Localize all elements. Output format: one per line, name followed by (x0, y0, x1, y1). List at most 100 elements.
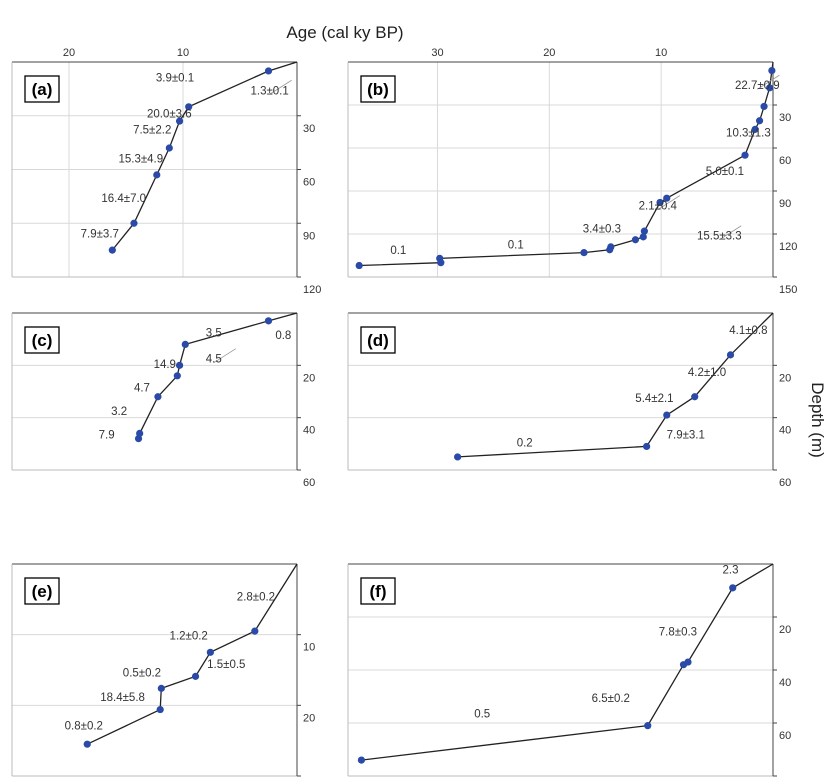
age-point (130, 219, 138, 227)
panel-label: (d) (367, 331, 389, 350)
rate-label: 7.9±3.1 (667, 430, 705, 442)
age-depth-line (361, 563, 774, 761)
rate-label: 0.1 (390, 245, 406, 257)
y-tick-label: 60 (779, 477, 791, 489)
rate-label: 7.9±3.7 (81, 229, 119, 241)
age-point (768, 67, 776, 75)
age-point (741, 151, 749, 159)
y-tick-label: 120 (303, 284, 321, 296)
rate-label: 2.3 (723, 564, 739, 576)
rate-label: 0.1 (508, 239, 524, 251)
rate-label: 14.9 (154, 359, 176, 371)
age-depth-line (111, 61, 298, 251)
age-depth-line (137, 312, 298, 439)
panel-c: 20 40 60 (c) 0.8 3.5 4.5 14.9 4.7 3.2 7.9 (11, 312, 315, 489)
age-point (729, 584, 737, 592)
rate-label: 4.5 (206, 354, 222, 366)
age-point (726, 351, 735, 359)
age-depth-line (457, 312, 774, 458)
rate-label: 1.2±0.2 (170, 631, 208, 643)
age-point (181, 340, 189, 348)
y-tick-label: 20 (303, 372, 315, 384)
rate-label: 0.8±0.2 (65, 720, 103, 732)
x-tick-label: 20 (63, 47, 75, 59)
panel-label: (f) (370, 582, 387, 601)
panel-b: 30 20 10 30 60 90 120 150 (b) 22.7±0.9 10.3±1.3 5.0… (347, 47, 797, 296)
age-point (83, 740, 91, 748)
age-point (206, 648, 214, 656)
age-point (639, 233, 647, 241)
rate-label: 22.7±0.9 (735, 80, 780, 92)
rate-label: 18.4±5.8 (100, 692, 145, 704)
rate-label: 3.4±0.3 (583, 224, 621, 236)
age-point (175, 361, 184, 369)
y-tick-label: 90 (779, 198, 791, 210)
rate-label: 7.8±0.3 (659, 627, 697, 639)
x-tick-label: 20 (543, 47, 555, 59)
rate-label: 0.5±0.2 (123, 667, 161, 679)
rate-label: 7.5±2.2 (133, 125, 171, 137)
age-point (357, 756, 366, 764)
y-tick-label: 10 (303, 642, 315, 654)
age-point (185, 103, 193, 111)
age-point (355, 261, 363, 270)
y-tick-label: 20 (303, 712, 315, 724)
y-tick-label: 60 (779, 730, 791, 742)
panel-label-box (24, 75, 60, 103)
age-point (751, 125, 759, 133)
age-point (191, 672, 200, 680)
y-axis-label: Depth (m) (808, 382, 827, 458)
rate-label: 10.3±1.3 (726, 128, 771, 140)
age-point (691, 393, 699, 401)
rate-label: 5.0±0.1 (706, 166, 744, 178)
rate-label: 3.2 (111, 406, 127, 418)
panel-label: (e) (32, 582, 53, 601)
panel-e: 102030(e)2.8±0.21.2±0.21.5±0.50.5±0.218.… (11, 563, 315, 777)
rate-label: 0.5 (474, 709, 490, 721)
panel-label-box (360, 75, 396, 103)
age-point (755, 117, 764, 125)
age-point (760, 102, 768, 111)
age-point (663, 194, 671, 202)
rate-label: 4.7 (134, 383, 150, 395)
rate-label: 20.0±3.6 (147, 109, 192, 121)
y-tick-label: 90 (303, 230, 315, 242)
panel-label-box (24, 577, 60, 605)
leader-line (757, 74, 780, 90)
age-point (264, 67, 273, 75)
y-tick-label: 60 (303, 477, 315, 489)
rate-label: 3.5 (206, 328, 222, 340)
rate-label: 7.9 (99, 430, 115, 442)
rate-label: 6.5±0.2 (592, 693, 630, 705)
age-point (631, 236, 640, 244)
age-point (606, 246, 614, 254)
rate-label: 1.5±0.5 (207, 659, 245, 671)
y-tick-label: 40 (779, 425, 791, 437)
age-point (156, 705, 164, 714)
age-point (454, 453, 462, 461)
x-tick-label: 10 (655, 47, 667, 59)
rate-label: 15.5±3.3 (697, 231, 742, 243)
age-point (663, 411, 671, 419)
x-axis-label: Age (cal ky BP) (286, 23, 403, 42)
age-point (644, 722, 652, 730)
y-tick-label: 60 (303, 177, 315, 189)
y-tick-label: 20 (779, 372, 791, 384)
age-point (175, 117, 184, 125)
panel-f: 20406080(f)2.37.8±0.36.5±0.20.5 (347, 563, 791, 777)
panel-label: (c) (32, 331, 53, 350)
rate-label: 16.4±7.0 (101, 193, 146, 205)
age-point (580, 249, 588, 257)
age-point (437, 259, 445, 267)
leader-line (657, 195, 681, 210)
y-tick-label: 30 (779, 112, 791, 124)
panel-d: 20 40 60 (d) 4.1±0.8 4.2±1.0 5.4±2.1 7.9±3.1 0.2 (347, 312, 791, 489)
rate-label: 2.1±0.4 (639, 201, 678, 213)
age-point (656, 198, 664, 207)
age-point (157, 684, 165, 692)
panel-a: 20 10 30 60 90 120 (a) 1.3±0.1 3.9±0.1 20.0±3.6 7.… (11, 47, 321, 296)
y-tick-label: 20 (779, 624, 791, 636)
y-tick-label: 30 (303, 123, 315, 135)
y-tick-label: 150 (779, 284, 797, 296)
